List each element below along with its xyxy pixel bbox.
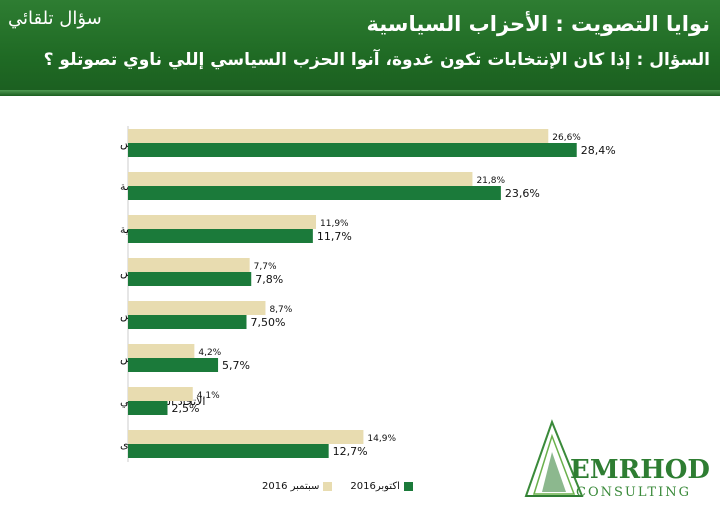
bar-sep — [128, 301, 266, 315]
data-label-oct: 2,5% — [172, 402, 200, 415]
logo-triangle-icon — [524, 419, 584, 497]
bar-oct — [128, 401, 168, 415]
data-label-sep: 8,7% — [269, 305, 292, 315]
logo-subtitle: CONSULTING — [576, 485, 691, 500]
data-label-oct: 23,6% — [505, 187, 540, 200]
data-label-sep: 14,9% — [367, 434, 396, 444]
bar-chart: نداء تونس26,6%28,4%حزب حركة النهضة21,8%2… — [120, 126, 616, 462]
legend-item-oct: اكتوبر2016 — [350, 480, 413, 492]
data-label-sep: 7,7% — [254, 262, 277, 272]
header-banner: نوايا التصويت : الأحزاب السياسية السؤال … — [0, 0, 720, 96]
bar-sep — [128, 387, 193, 401]
company-logo: EMRHOD CONSULTING — [524, 419, 710, 500]
data-label-oct: 7,50% — [251, 316, 286, 329]
chart-marks: نداء تونس26,6%28,4%حزب حركة النهضة21,8%2… — [120, 129, 616, 458]
data-label-sep: 4,2% — [198, 348, 221, 358]
bar-sep — [128, 215, 317, 229]
bar-oct — [128, 186, 501, 200]
survey-question: السؤال : إذا كان الإنتخابات تكون غدوة، آ… — [43, 50, 710, 70]
bar-oct — [128, 229, 313, 243]
bar-sep — [128, 172, 473, 186]
data-label-oct: 12,7% — [333, 445, 368, 458]
data-label-sep: 21,8% — [476, 176, 505, 186]
logo-wordmark: EMRHOD — [570, 455, 710, 485]
legend-swatch-oct — [403, 481, 413, 491]
bar-oct — [128, 272, 252, 286]
data-label-sep: 11,9% — [320, 219, 349, 229]
bar-sep — [128, 129, 549, 143]
data-label-sep: 4,1% — [197, 391, 220, 401]
bar-sep — [128, 258, 250, 272]
legend-label-oct: اكتوبر2016 — [350, 480, 400, 492]
legend-label-sep: سبتمبر 2016 — [262, 480, 320, 492]
data-label-oct: 28,4% — [581, 144, 616, 157]
bar-oct — [128, 143, 577, 157]
bar-oct — [128, 444, 329, 458]
data-label-sep: 26,6% — [552, 133, 581, 143]
header-strip — [0, 90, 720, 96]
legend-swatch-sep — [323, 481, 333, 491]
bar-sep — [128, 430, 364, 444]
bar-sep — [128, 344, 195, 358]
data-label-oct: 11,7% — [317, 230, 352, 243]
chart-legend: اكتوبر2016 سبتمبر 2016 — [262, 478, 413, 494]
legend-item-sep: سبتمبر 2016 — [262, 480, 333, 492]
page-title: نوايا التصويت : الأحزاب السياسية — [366, 12, 711, 36]
data-label-oct: 5,7% — [222, 359, 250, 372]
question-type-label: سؤال تلقائي — [8, 8, 102, 29]
data-label-oct: 7,8% — [255, 273, 283, 286]
bar-oct — [128, 358, 219, 372]
bar-oct — [128, 315, 247, 329]
